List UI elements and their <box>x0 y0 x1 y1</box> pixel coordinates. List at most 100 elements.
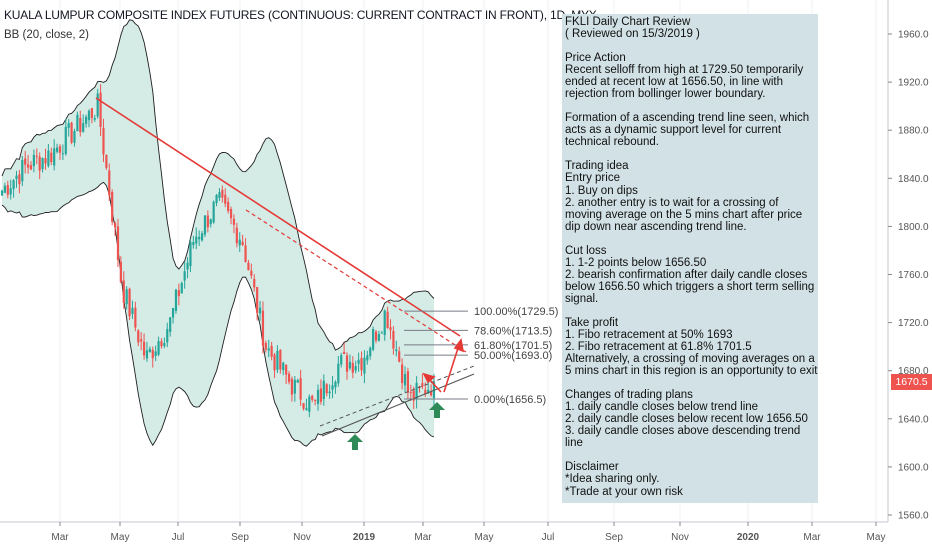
price-tick-label: 1640.0 <box>898 414 929 425</box>
candle-body <box>21 159 24 182</box>
note-line <box>565 40 818 52</box>
note-line: 2. daily candle closes below recent low … <box>565 413 808 426</box>
candle-body <box>96 93 99 117</box>
ascending-trend-line[interactable] <box>321 373 475 437</box>
candle-body <box>50 152 53 163</box>
candle-body <box>241 241 244 246</box>
candle-body <box>119 261 122 283</box>
candle-body <box>235 227 238 244</box>
note-line <box>565 449 818 461</box>
note-line: 3. daily candle closes above descending … <box>565 425 804 450</box>
candle-body <box>331 385 334 390</box>
candle-body <box>398 351 401 362</box>
candle-body <box>157 341 160 355</box>
candle-body <box>293 379 296 394</box>
note-line <box>565 233 818 245</box>
candle-body <box>93 118 96 120</box>
candle-body <box>32 154 35 167</box>
candle-body <box>203 215 207 235</box>
candle-body <box>253 279 256 288</box>
note-line: 1. daily candle closes below trend line <box>565 401 759 414</box>
time-tick-label: Nov <box>293 532 311 543</box>
candle-body <box>73 131 76 143</box>
candle-body <box>430 391 433 396</box>
fib-level-label: 0.00%(1656.5) <box>474 394 546 406</box>
candle-body <box>247 262 250 271</box>
candle-body <box>345 355 349 372</box>
candle-body <box>177 290 180 297</box>
candle-body <box>189 241 192 267</box>
candle-body <box>9 188 12 195</box>
candle-body <box>154 351 157 356</box>
bollinger-upper <box>1 19 435 351</box>
candle-body <box>270 345 273 357</box>
candle-body <box>363 357 366 374</box>
candle-body <box>308 396 311 412</box>
candle-body <box>160 341 163 347</box>
fibonacci-levels[interactable]: 100.00%(1729.5) 78.60%(1713.5) 61.80%(1701… <box>404 306 558 406</box>
candle-body <box>299 378 302 400</box>
candle-body <box>258 307 262 314</box>
time-axis[interactable]: Mar May Jul Sep Nov 2019 Mar May Jul Sep Nov 2020 Ma… <box>51 522 885 543</box>
note-line: Take profit <box>565 316 619 329</box>
candle-body <box>351 362 354 373</box>
note-line: 2. another entry is to wait for a crossi… <box>565 196 806 233</box>
note-line: Recent selloff from high at 1729.50 temp… <box>565 64 807 101</box>
candle-body <box>53 148 56 166</box>
price-tick-label: 1600.0 <box>898 462 929 473</box>
price-tick-label: 1680.0 <box>898 366 929 377</box>
candle-body <box>229 209 233 219</box>
note-line: ( Reviewed on 15/3/2019 ) <box>565 28 700 41</box>
price-axis[interactable]: 1560.0 1600.0 1640.0 1680.0 1720.0 1760.0 1800… <box>888 30 929 522</box>
candle-body <box>212 201 215 223</box>
indicator-legend[interactable]: BB (20, close, 2) <box>4 29 90 41</box>
candle-body <box>267 348 270 351</box>
fib-level-label: 100.00%(1729.5) <box>474 306 558 318</box>
time-tick-label: Jul <box>542 532 555 543</box>
time-tick-label: Sep <box>605 532 623 543</box>
note-line <box>565 148 818 160</box>
chart-annotation-note[interactable]: FKLI Daily Chart Review( Reviewed on 15/… <box>562 14 818 503</box>
candle-body <box>163 343 166 347</box>
candle-body <box>409 392 412 394</box>
candle-body <box>276 350 279 370</box>
note-line: Trading idea <box>565 160 629 173</box>
candle-body <box>58 146 62 153</box>
candle-body <box>183 271 186 281</box>
time-tick-label: Mar <box>51 532 69 543</box>
candle-body <box>209 219 212 225</box>
candle-body <box>192 241 195 246</box>
candle-body <box>79 117 82 133</box>
candle-body <box>221 189 224 198</box>
candle-body <box>61 153 64 155</box>
candle-body <box>24 158 27 165</box>
note-line: Entry price <box>565 172 620 185</box>
candle-body <box>290 378 294 395</box>
candle-body <box>186 262 189 270</box>
bollinger-lower <box>1 181 435 447</box>
note-line: Changes of trading plans <box>565 389 693 402</box>
candle-body <box>171 307 175 318</box>
candle-body <box>200 233 204 241</box>
descending-trend-line-dashed[interactable] <box>245 209 467 353</box>
price-tick-label: 1840.0 <box>898 174 929 185</box>
time-tick-label: Jul <box>172 532 185 543</box>
note-line: Formation of a ascending trend line seen… <box>565 112 813 149</box>
candle-body <box>38 156 41 171</box>
candle-body <box>250 270 253 276</box>
candle-body <box>87 110 91 121</box>
candle-body <box>174 289 178 311</box>
candle-body <box>372 328 375 350</box>
descending-trend-line[interactable] <box>95 97 461 337</box>
note-line: 2. Fibo retracement at 61.8% 1701.5 <box>565 341 752 354</box>
green-up-arrow <box>347 402 445 450</box>
candle-body <box>35 155 38 157</box>
candle-body <box>90 108 93 119</box>
candle-body <box>316 389 320 404</box>
note-line: 1. Buy on dips <box>565 184 638 197</box>
candle-body <box>261 310 265 346</box>
candle-body <box>264 342 267 350</box>
candle-body <box>84 116 88 124</box>
candle-body <box>314 399 317 401</box>
note-line: 1. 1-2 points below 1656.50 <box>565 256 707 269</box>
